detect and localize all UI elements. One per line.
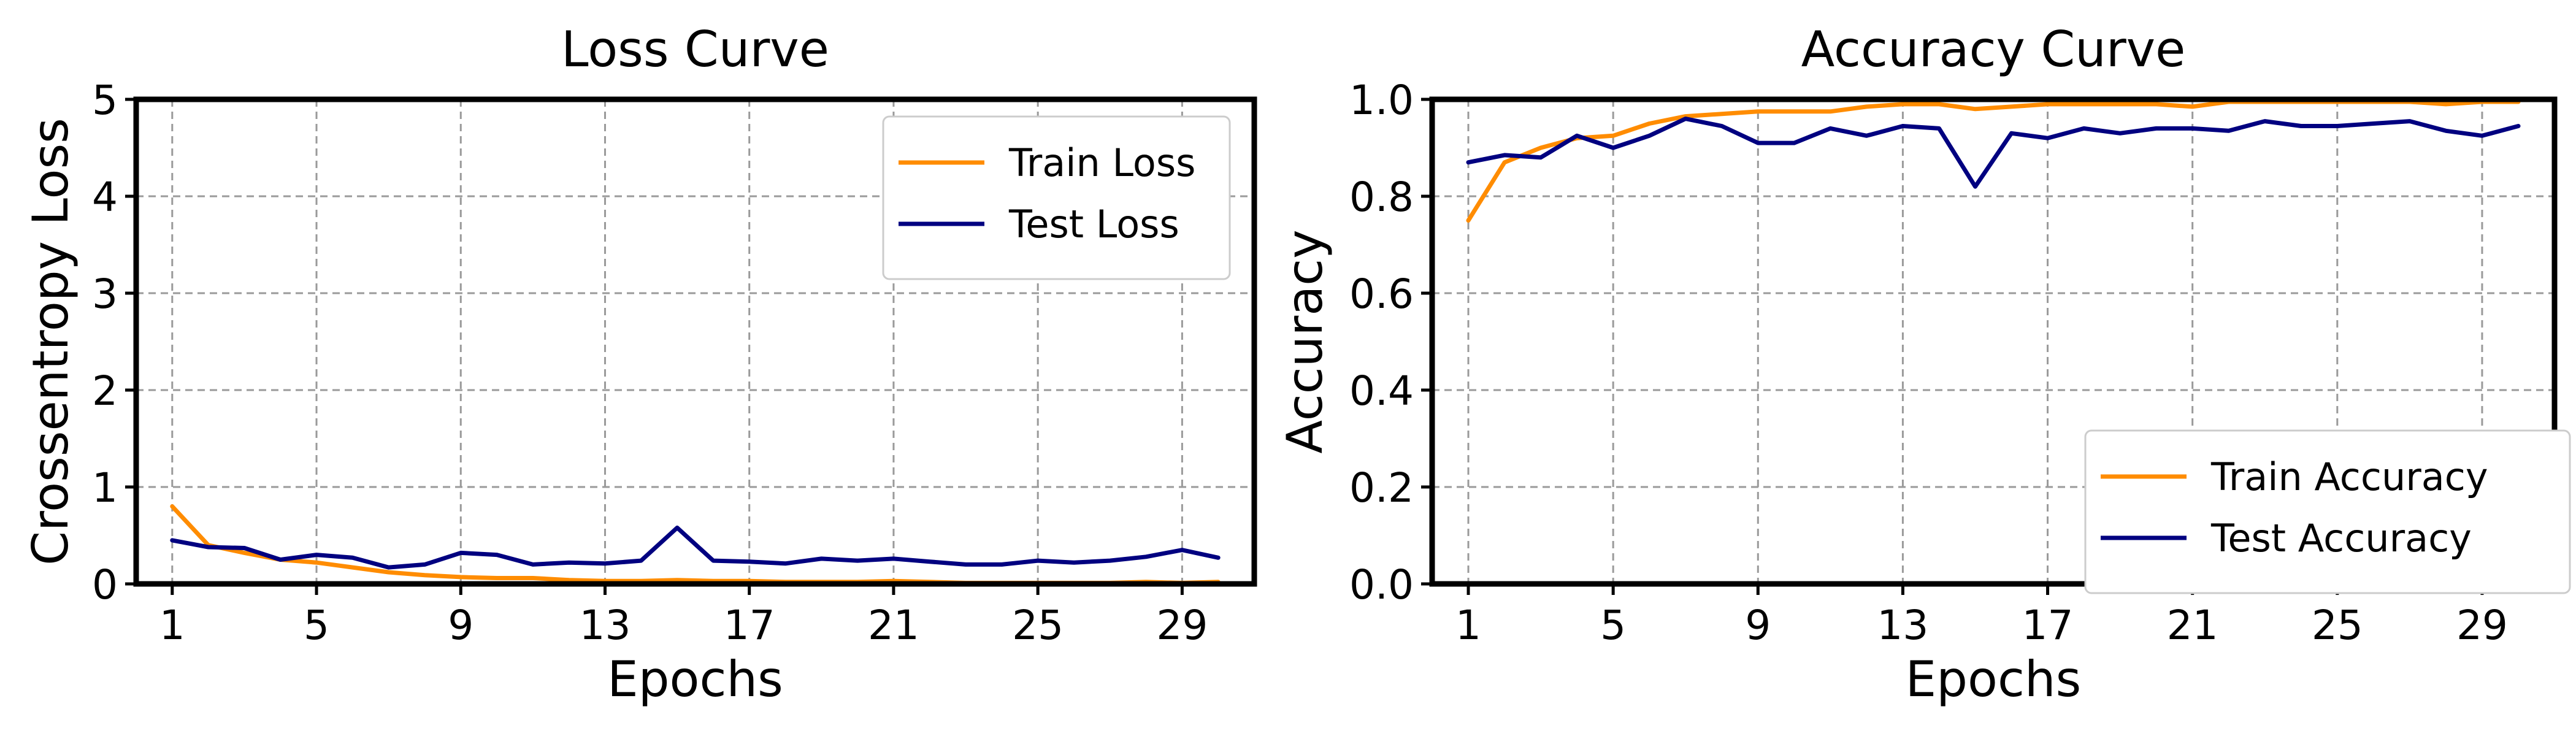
- x-tick-label: 9: [448, 602, 473, 649]
- legend: Train Loss Test Loss: [882, 115, 1231, 280]
- x-tick-label: 29: [1156, 602, 1208, 649]
- y-tick-label: 2: [92, 367, 118, 415]
- y-tick-label: 1.0: [1349, 77, 1414, 124]
- x-tick-label: 17: [2022, 602, 2074, 649]
- x-tick-label: 13: [579, 602, 631, 649]
- legend-entry-label: Train Loss: [1008, 140, 1195, 185]
- x-tick-label: 1: [159, 602, 185, 649]
- accuracy-chart: 1 5 9 13 17 21 25 29 0.0 0.2 0.4 0.6 0.8 1.0 Accuracy …: [1276, 21, 2571, 708]
- legend: Train Accuracy Test Accuracy: [2084, 429, 2571, 594]
- y-tick-label: 0.8: [1349, 174, 1414, 221]
- legend-entry-label: Test Accuracy: [2210, 516, 2472, 561]
- chart-title: Loss Curve: [561, 21, 829, 78]
- y-tick-label: 0.0: [1349, 561, 1414, 608]
- y-tick-label: 3: [92, 270, 118, 318]
- y-tick-label: 5: [92, 77, 118, 124]
- x-tick-label: 13: [1877, 602, 1928, 649]
- y-tick-label: 4: [92, 174, 118, 221]
- legend-box: [2084, 429, 2571, 594]
- plot-frame: [133, 96, 1257, 587]
- y-tick-label: 1: [92, 464, 118, 512]
- x-axis-label: Epochs: [1906, 651, 2082, 708]
- series-line-test-loss: [170, 525, 1221, 570]
- chart-title: Accuracy Curve: [1801, 21, 2186, 78]
- y-tick-label: 0.6: [1349, 270, 1414, 318]
- legend-box: [882, 115, 1231, 280]
- x-tick-label: 21: [868, 602, 919, 649]
- x-tick-label: 1: [1455, 602, 1481, 649]
- y-tick-label: 0.2: [1349, 464, 1414, 512]
- x-tick-label: 25: [1012, 602, 1064, 649]
- x-tick-label: 9: [1745, 602, 1771, 649]
- x-tick-label: 17: [724, 602, 775, 649]
- series-line-test-accuracy: [1466, 117, 2521, 189]
- y-tick-label: 0: [92, 561, 118, 608]
- x-tick-label: 5: [304, 602, 329, 649]
- y-axis-label: Accuracy: [1276, 229, 1333, 453]
- legend-entry-label: Train Accuracy: [2210, 454, 2488, 499]
- plot-frame: [1429, 96, 2558, 587]
- x-tick-label: 29: [2456, 602, 2508, 649]
- x-tick-label: 21: [2167, 602, 2218, 649]
- x-tick-label: 5: [1600, 602, 1626, 649]
- x-tick-label: 25: [2312, 602, 2363, 649]
- x-axis-label: Epochs: [607, 651, 783, 708]
- y-axis-label: Crossentropy Loss: [22, 118, 79, 565]
- y-tick-label: 0.4: [1349, 367, 1414, 415]
- legend-entry-label: Test Loss: [1008, 202, 1179, 247]
